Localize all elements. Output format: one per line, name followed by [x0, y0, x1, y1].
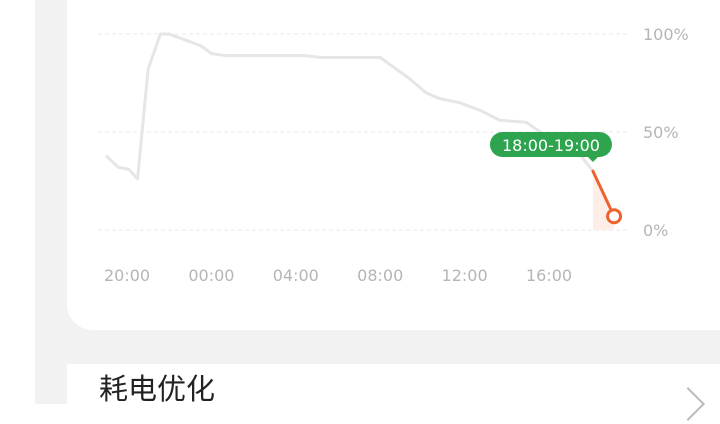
tooltip-label: 18:00-19:00: [502, 136, 600, 155]
x-tick-label: 20:00: [104, 266, 150, 285]
x-tick-label: 16:00: [526, 266, 572, 285]
x-tick-label: 04:00: [273, 266, 319, 285]
y-tick-label: 100%: [643, 25, 689, 44]
x-tick-label: 12:00: [442, 266, 488, 285]
tooltip-pointer: [586, 156, 599, 162]
y-tick-label: 50%: [643, 123, 679, 142]
battery-level-chart[interactable]: 100% 50% 0% 20:00 00:00 04:00 08:00 12:00 16:00 1…: [0, 0, 720, 330]
battery-chart-card: [67, 0, 720, 330]
y-tick-label: 0%: [643, 221, 668, 240]
tooltip-bubble: [489, 132, 612, 157]
current-point-marker: [606, 208, 623, 225]
battery-line: [104, 32, 595, 181]
battery-line-highlight: [591, 169, 616, 218]
x-tick-label: 00:00: [188, 266, 234, 285]
x-tick-label: 08:00: [357, 266, 403, 285]
section-title: 耗电优化: [99, 372, 216, 406]
